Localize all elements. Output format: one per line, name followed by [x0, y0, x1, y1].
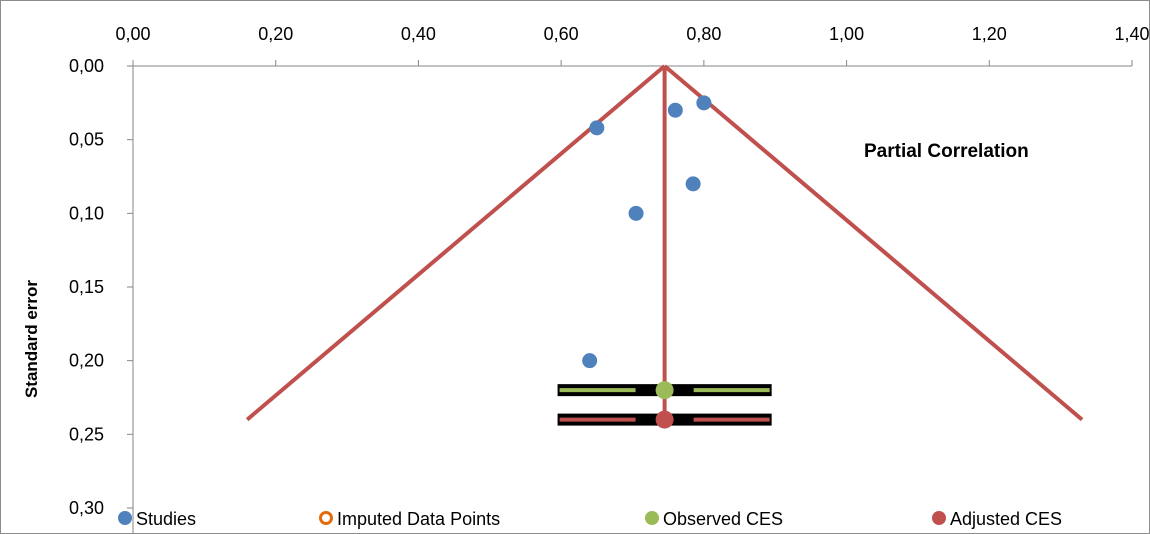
x-tick-label: 0,60 — [544, 24, 579, 44]
y-tick-label: 0,15 — [69, 277, 104, 297]
legend-adjusted-ces-label: Adjusted CES — [950, 509, 1062, 529]
y-tick-label: 0,30 — [69, 498, 104, 518]
adjusted-ces-point — [655, 410, 674, 429]
funnel-layer — [245, 64, 1084, 422]
x-tick-label: 0,80 — [686, 24, 721, 44]
studies-point — [685, 176, 701, 192]
y-tick-label: 0,05 — [69, 130, 104, 150]
legend-studies-label: Studies — [136, 509, 196, 529]
funnel-right-line — [663, 64, 1084, 422]
x-tick-label: 1,40 — [1114, 24, 1149, 44]
studies-point — [667, 102, 683, 118]
legend-studies-marker — [118, 511, 132, 525]
observed-ces-point — [655, 381, 674, 400]
x-tick-label: 0,20 — [258, 24, 293, 44]
y-tick-label: 0,25 — [69, 424, 104, 444]
studies-point — [628, 205, 644, 221]
y-tick-label: 0,10 — [69, 203, 104, 223]
legend: Studies Imputed Data Points Observed CES Ad… — [118, 509, 1062, 529]
x-tick-label: 0,00 — [115, 24, 150, 44]
axes-layer: 0,00 0,20 0,40 0,60 0,80 1,00 1,20 1,40 0,00 0,05… — [69, 24, 1150, 534]
legend-imputed-data-points-label: Imputed Data Points — [337, 509, 500, 529]
x-tick-label: 0,40 — [401, 24, 436, 44]
legend-adjusted-ces-marker — [932, 511, 946, 525]
studies-point — [696, 95, 712, 111]
x-tick-label: 1,00 — [829, 24, 864, 44]
studies-point — [589, 120, 605, 136]
chart-annotation: Partial Correlation — [864, 141, 1029, 162]
y-tick-label: 0,00 — [69, 56, 104, 76]
y-axis-title: Standard error — [22, 280, 41, 398]
legend-observed-ces-marker — [645, 511, 659, 525]
studies-point — [582, 353, 598, 369]
y-tick-label: 0,20 — [69, 351, 104, 371]
legend-observed-ces-label: Observed CES — [663, 509, 783, 529]
x-tick-label: 1,20 — [972, 24, 1007, 44]
funnel-left-line — [245, 64, 666, 422]
legend-imputed-data-points-marker — [319, 511, 333, 525]
points-layer — [582, 95, 712, 429]
